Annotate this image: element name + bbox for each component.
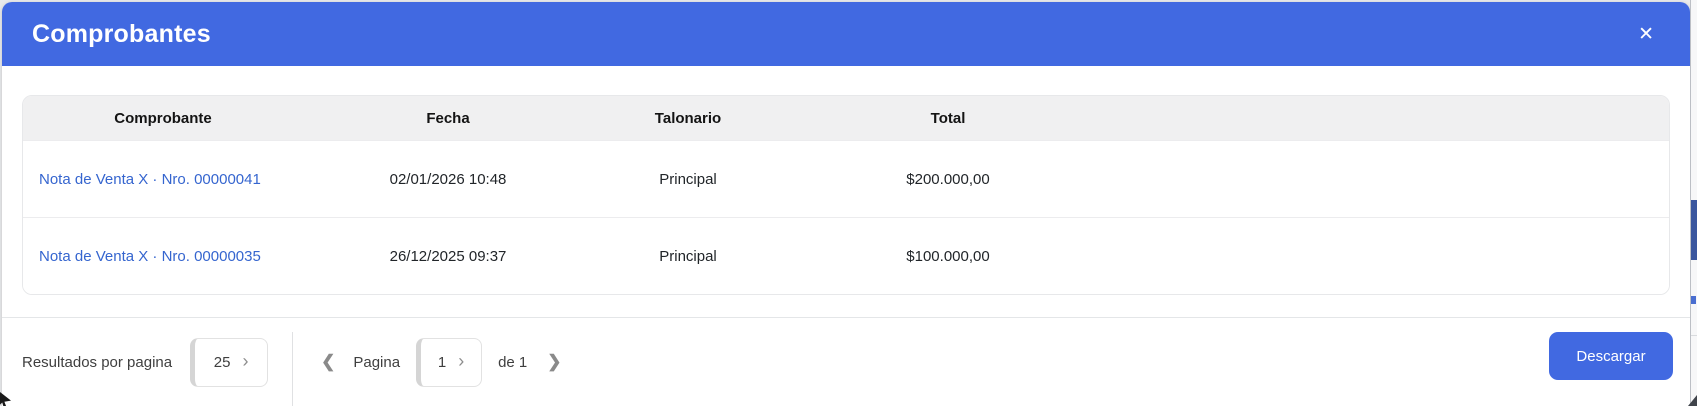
table-header-row: Comprobante Fecha Talonario Total [23,96,1669,140]
talonario-cell: Principal [659,247,717,265]
close-icon[interactable]: ✕ [1632,21,1660,48]
mouse-cursor [0,392,11,406]
column-header-fecha: Fecha [426,109,470,127]
results-per-page-select[interactable]: 25 › [190,337,269,387]
previous-page-button[interactable]: ❮ [317,350,339,374]
results-per-page-label: Resultados por pagina [22,353,173,371]
next-page-button[interactable]: ❯ [543,350,565,374]
results-per-page-value: 25 [213,353,231,371]
download-button[interactable]: Descargar [1549,332,1673,380]
comprobantes-table: Comprobante Fecha Talonario Total Nota d… [22,95,1670,295]
current-page-value: 1 [437,353,447,371]
footer-divider [292,332,294,406]
modal-footer: Resultados por pagina 25 › ❮ Pagina 1 › … [2,317,1690,406]
table-row: Nota de Venta X · Nro. 00000041 02/01/20… [23,140,1669,217]
fecha-cell: 26/12/2025 09:37 [389,247,507,265]
background-blue-dash [1691,296,1696,304]
modal-edge-line [1690,0,1691,406]
comprobante-link[interactable]: Nota de Venta X · Nro. 00000035 [39,247,261,265]
background-hairline [1691,335,1697,336]
page-number-select[interactable]: 1 › [416,337,483,387]
column-header-total: Total [930,109,966,127]
background-dark-corner [1688,395,1697,406]
total-pages-label: de 1 [498,353,528,371]
talonario-cell: Principal [659,170,717,188]
background-blue-bar [1691,200,1697,260]
modal-title: Comprobantes [32,19,211,48]
column-header-talonario: Talonario [654,109,722,127]
column-header-comprobante: Comprobante [114,109,212,127]
page-label: Pagina [353,353,401,371]
comprobante-link[interactable]: Nota de Venta X · Nro. 00000041 [39,170,261,188]
table-row: Nota de Venta X · Nro. 00000035 26/12/20… [23,217,1669,294]
modal-header: Comprobantes ✕ [2,2,1690,66]
chevron-right-icon: › [458,351,465,371]
fecha-cell: 02/01/2026 10:48 [389,170,507,188]
total-cell: $100.000,00 [906,247,990,265]
chevron-right-icon: › [242,351,249,371]
total-cell: $200.000,00 [906,170,990,188]
